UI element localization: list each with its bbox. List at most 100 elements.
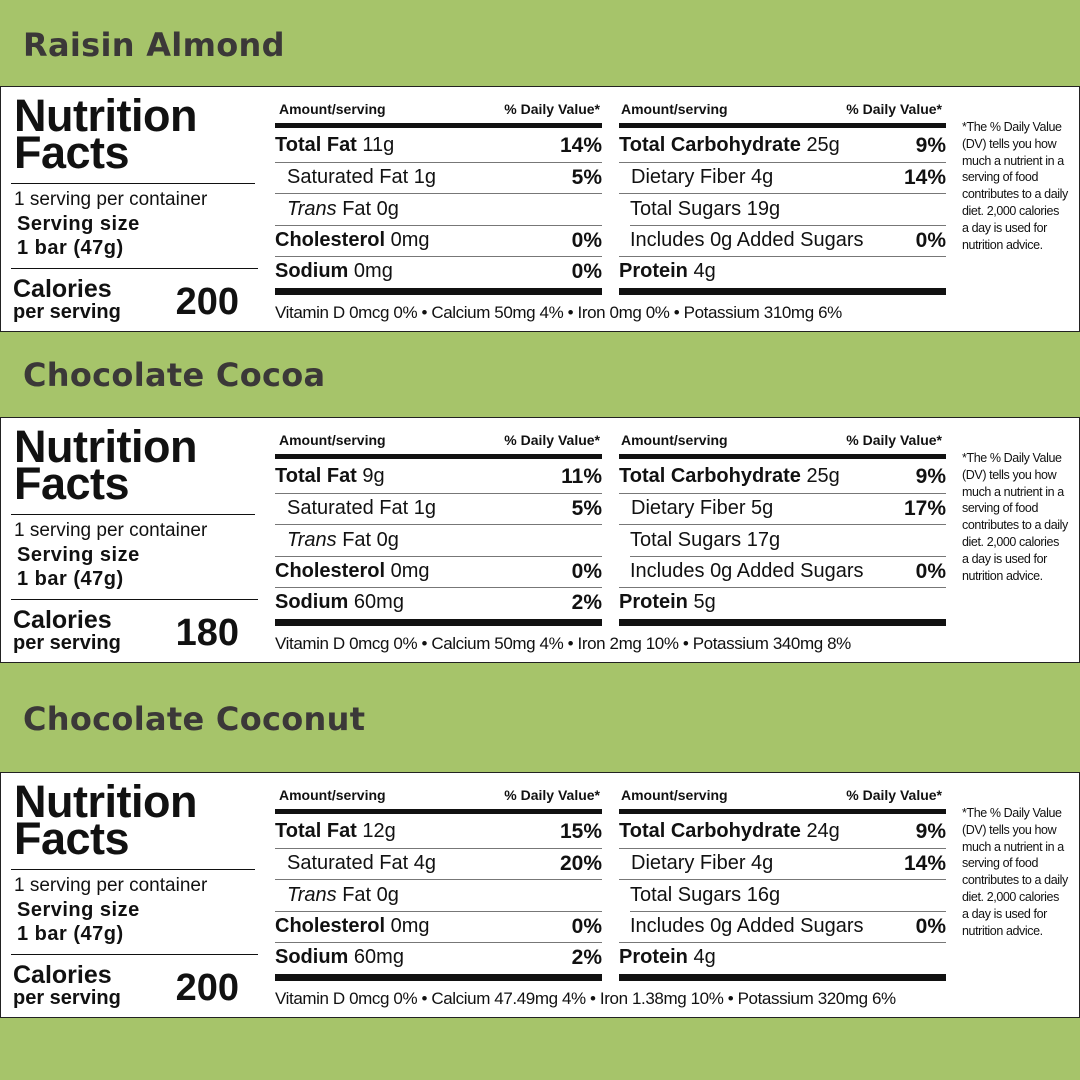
vitamins-line: Vitamin D 0mcg 0% • Calcium 50mg 4% • Ir…: [275, 303, 842, 322]
divider: [11, 599, 258, 600]
nutrient-column-right: Amount/serving % Daily Value* Total Carb…: [619, 787, 946, 987]
divider: [275, 493, 602, 494]
divider: [619, 193, 946, 194]
calories-value: 200: [175, 281, 239, 323]
daily-value-footnote: *The % Daily Value (DV) tells you how mu…: [962, 120, 1068, 252]
total-carbohydrate-row: Total Carbohydrate 25g 9%: [619, 134, 946, 157]
serving-size-label: Serving size: [17, 899, 140, 921]
protein-row: Protein 4g: [619, 260, 716, 282]
nutrition-facts-heading: Nutrition Facts: [14, 421, 197, 509]
serving-size-value: 1 bar (47g): [17, 923, 124, 945]
total-fat-row: Total Fat 11g 14%: [275, 134, 602, 157]
per-serving-label: per serving: [13, 632, 121, 654]
divider: [619, 587, 946, 588]
divider: [275, 848, 602, 849]
divider: [275, 524, 602, 525]
total-sugars-row: Total Sugars 19g: [630, 198, 781, 220]
vitamins-line: Vitamin D 0mcg 0% • Calcium 50mg 4% • Ir…: [275, 634, 851, 653]
total-carbohydrate-row: Total Carbohydrate 25g 9%: [619, 465, 946, 488]
total-fat-row: Total Fat 9g 11%: [275, 465, 602, 488]
thick-rule: [619, 288, 946, 295]
servings-per-container: 1 serving per container: [14, 875, 208, 896]
daily-value-header: % Daily Value*: [846, 432, 942, 448]
amount-serving-header: Amount/serving: [621, 787, 728, 803]
trans-fat-row: Trans Fat 0g: [287, 884, 399, 906]
sodium-row: Sodium 60mg 2%: [275, 591, 602, 614]
nutrient-column-left: Amount/serving % Daily Value* Total Fat …: [275, 432, 602, 632]
calories-label: Calories: [13, 961, 112, 989]
divider: [275, 942, 602, 943]
per-serving-label: per serving: [13, 301, 121, 323]
servings-per-container: 1 serving per container: [14, 189, 208, 210]
product-title: Raisin Almond: [23, 26, 285, 64]
divider: [275, 879, 602, 880]
amount-serving-header: Amount/serving: [621, 101, 728, 117]
total-sugars-row: Total Sugars 17g: [630, 529, 781, 551]
cholesterol-row: Cholesterol 0mg 0%: [275, 915, 602, 938]
protein-row: Protein 4g: [619, 946, 716, 968]
divider: [275, 587, 602, 588]
trans-fat-row: Trans Fat 0g: [287, 529, 399, 551]
thick-rule: [275, 288, 602, 295]
nutrition-facts-heading: Nutrition Facts: [14, 776, 197, 864]
nutrient-column-right: Amount/serving % Daily Value* Total Carb…: [619, 432, 946, 632]
total-fat-row: Total Fat 12g 15%: [275, 820, 602, 843]
cholesterol-row: Cholesterol 0mg 0%: [275, 229, 602, 252]
calories-label: Calories: [13, 275, 112, 303]
added-sugars-row: Includes 0g Added Sugars 0%: [630, 229, 946, 252]
amount-serving-header: Amount/serving: [279, 432, 386, 448]
divider: [275, 256, 602, 257]
calories-label: Calories: [13, 606, 112, 634]
divider: [275, 162, 602, 163]
total-carbohydrate-row: Total Carbohydrate 24g 9%: [619, 820, 946, 843]
nutrient-column-left: Amount/serving % Daily Value* Total Fat …: [275, 101, 602, 301]
trans-fat-row: Trans Fat 0g: [287, 198, 399, 220]
nutrition-panel: Nutrition Facts 1 serving per container S…: [0, 417, 1080, 663]
divider: [619, 879, 946, 880]
divider: [11, 183, 255, 184]
divider: [275, 225, 602, 226]
divider: [630, 556, 946, 557]
thick-rule: [275, 809, 602, 814]
serving-size-label: Serving size: [17, 544, 140, 566]
thick-rule: [619, 454, 946, 459]
per-serving-label: per serving: [13, 987, 121, 1009]
product-title: Chocolate Cocoa: [23, 356, 326, 394]
divider: [11, 514, 255, 515]
daily-value-header: % Daily Value*: [846, 101, 942, 117]
protein-row: Protein 5g: [619, 591, 716, 613]
saturated-fat-row: Saturated Fat 1g 5%: [287, 166, 602, 189]
thick-rule: [619, 809, 946, 814]
divider: [619, 848, 946, 849]
daily-value-header: % Daily Value*: [846, 787, 942, 803]
dietary-fiber-row: Dietary Fiber 5g 17%: [631, 497, 946, 520]
divider: [630, 911, 946, 912]
divider: [275, 911, 602, 912]
total-sugars-row: Total Sugars 16g: [630, 884, 781, 906]
saturated-fat-row: Saturated Fat 4g 20%: [287, 852, 602, 875]
daily-value-header: % Daily Value*: [504, 432, 600, 448]
calories-value: 180: [175, 612, 239, 654]
sodium-row: Sodium 60mg 2%: [275, 946, 602, 969]
thick-rule: [619, 619, 946, 626]
thick-rule: [275, 974, 602, 981]
vitamins-line: Vitamin D 0mcg 0% • Calcium 47.49mg 4% •…: [275, 989, 896, 1008]
thick-rule: [619, 123, 946, 128]
servings-per-container: 1 serving per container: [14, 520, 208, 541]
nutrient-column-right: Amount/serving % Daily Value* Total Carb…: [619, 101, 946, 301]
divider: [275, 556, 602, 557]
thick-rule: [619, 974, 946, 981]
sodium-row: Sodium 0mg 0%: [275, 260, 602, 283]
amount-serving-header: Amount/serving: [279, 101, 386, 117]
daily-value-header: % Daily Value*: [504, 787, 600, 803]
divider: [619, 524, 946, 525]
nutrient-column-left: Amount/serving % Daily Value* Total Fat …: [275, 787, 602, 987]
dietary-fiber-row: Dietary Fiber 4g 14%: [631, 166, 946, 189]
thick-rule: [275, 123, 602, 128]
saturated-fat-row: Saturated Fat 1g 5%: [287, 497, 602, 520]
divider: [619, 162, 946, 163]
divider: [630, 225, 946, 226]
serving-size-value: 1 bar (47g): [17, 237, 124, 259]
dietary-fiber-row: Dietary Fiber 4g 14%: [631, 852, 946, 875]
cholesterol-row: Cholesterol 0mg 0%: [275, 560, 602, 583]
